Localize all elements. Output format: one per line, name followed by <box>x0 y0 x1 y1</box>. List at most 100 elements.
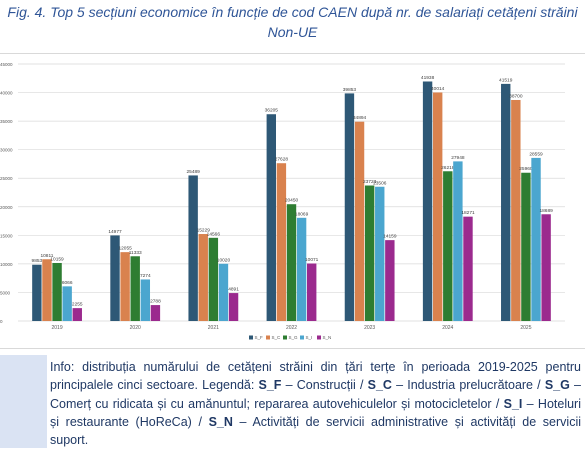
x-tick-label: 2022 <box>286 325 297 331</box>
y-tick-label: 30000 <box>0 148 13 153</box>
bar <box>228 293 239 321</box>
legend-desc-s-g: – Comerț cu ridicata și cu amănuntul; re… <box>50 378 581 411</box>
bar <box>110 235 120 321</box>
data-label: 10020 <box>217 257 231 263</box>
y-tick-label: 5000 <box>0 290 11 295</box>
bar <box>52 262 62 321</box>
data-label: 36205 <box>265 108 279 114</box>
data-label: 40014 <box>431 86 445 92</box>
data-label: 25489 <box>186 169 200 175</box>
bar <box>62 286 72 321</box>
chart-title-line-2: Non-UE <box>267 24 318 40</box>
data-label: 15229 <box>197 228 211 234</box>
y-tick-label: 0 <box>0 319 3 324</box>
data-label: 2788 <box>150 299 161 305</box>
data-label: 25960 <box>519 166 533 172</box>
x-tick-label: 2020 <box>130 325 141 331</box>
data-label: 20450 <box>285 198 299 204</box>
x-tick-label: 2021 <box>208 325 219 331</box>
bar <box>511 99 521 321</box>
chart-title: Fig. 4. Top 5 secțiuni economice în func… <box>0 2 585 42</box>
bar <box>218 263 229 321</box>
legend-desc-s-f: – Construcții / <box>281 378 368 393</box>
bar <box>375 186 385 321</box>
data-label: 34894 <box>353 115 367 121</box>
data-label: 39853 <box>343 87 357 93</box>
legend-swatch <box>266 335 270 340</box>
info-intro: Info: distribuția numărului de cetățeni … <box>50 360 581 393</box>
legend-label: S_G <box>289 335 299 340</box>
legend-swatch <box>283 335 287 340</box>
data-label: 18069 <box>295 211 309 217</box>
chart-title-line-1: Fig. 4. Top 5 secțiuni economice în func… <box>7 4 578 20</box>
data-label: 14566 <box>207 231 221 237</box>
legend-swatch <box>249 335 253 340</box>
bar <box>364 185 375 321</box>
bar <box>266 114 276 321</box>
bar <box>443 171 453 321</box>
chart-area: 0 5000 10000 15000 20000 25000 30000 35000 40000… <box>0 53 585 349</box>
legend-code-s-f: S_F <box>258 378 282 393</box>
bar <box>521 172 531 321</box>
data-label: 2255 <box>72 302 83 308</box>
data-label: 18271 <box>461 210 475 216</box>
bar <box>432 92 443 321</box>
y-tick-label: 10000 <box>0 262 13 267</box>
info-side-bar <box>0 355 47 448</box>
legend-code-s-n: S_N <box>208 414 233 429</box>
data-label: 6066 <box>62 280 73 286</box>
bar <box>286 204 297 321</box>
bar <box>276 163 287 321</box>
bar <box>422 81 433 321</box>
data-label: 11333 <box>129 250 142 256</box>
info-paragraph: Info: distribuția numărului de cetățeni … <box>50 358 581 449</box>
y-tick-label: 25000 <box>0 176 13 181</box>
data-label: 27628 <box>275 157 289 163</box>
bar <box>188 175 198 321</box>
bar <box>541 214 551 321</box>
bar <box>208 237 219 321</box>
bar <box>501 83 511 322</box>
y-tick-label: 20000 <box>0 205 13 210</box>
legend-label: S_C <box>272 335 282 340</box>
data-label: 7274 <box>140 273 151 279</box>
x-tick-label: 2025 <box>520 325 531 331</box>
bar <box>385 240 395 321</box>
legend-code-s-i: S_I <box>503 396 523 411</box>
data-label: 41519 <box>499 77 513 83</box>
bar <box>453 161 463 321</box>
bar <box>32 264 42 321</box>
bar <box>120 252 130 321</box>
legend-swatch <box>317 335 321 340</box>
data-label: 10159 <box>50 256 64 262</box>
bar <box>140 279 151 321</box>
legend-swatch <box>300 335 304 340</box>
bar-chart: 0 5000 10000 15000 20000 25000 30000 35000 40000… <box>0 62 565 340</box>
y-tick-label: 15000 <box>0 233 13 238</box>
data-label: 10811 <box>40 253 53 259</box>
legend-desc-s-i: – Hoteluri și restaurante (HoReCa) / <box>50 396 581 429</box>
data-label: 12055 <box>118 246 132 252</box>
data-label: 38700 <box>509 93 523 99</box>
legend-desc-s-n: – Activități de servicii administrative … <box>50 414 581 448</box>
y-tick-label: 45000 <box>0 62 13 67</box>
legend-label: S_N <box>323 335 332 340</box>
bar <box>150 305 161 321</box>
data-label: 14977 <box>108 229 122 235</box>
x-tick-label: 2024 <box>442 325 453 331</box>
legend-label: S_I <box>306 335 313 340</box>
data-label: 9853 <box>32 258 43 264</box>
data-label: 28559 <box>529 151 543 157</box>
bar <box>307 263 317 321</box>
bar <box>72 308 82 321</box>
data-label: 26218 <box>441 165 455 171</box>
bar <box>354 121 365 321</box>
bar <box>198 234 208 321</box>
legend-code-s-c: S_C <box>367 378 392 393</box>
data-label: 4891 <box>228 287 239 293</box>
legend-label: S_F <box>255 335 264 340</box>
bar <box>531 157 541 321</box>
data-label: 14159 <box>383 234 397 240</box>
x-tick-label: 2023 <box>364 325 375 331</box>
data-label: 41938 <box>421 75 435 81</box>
